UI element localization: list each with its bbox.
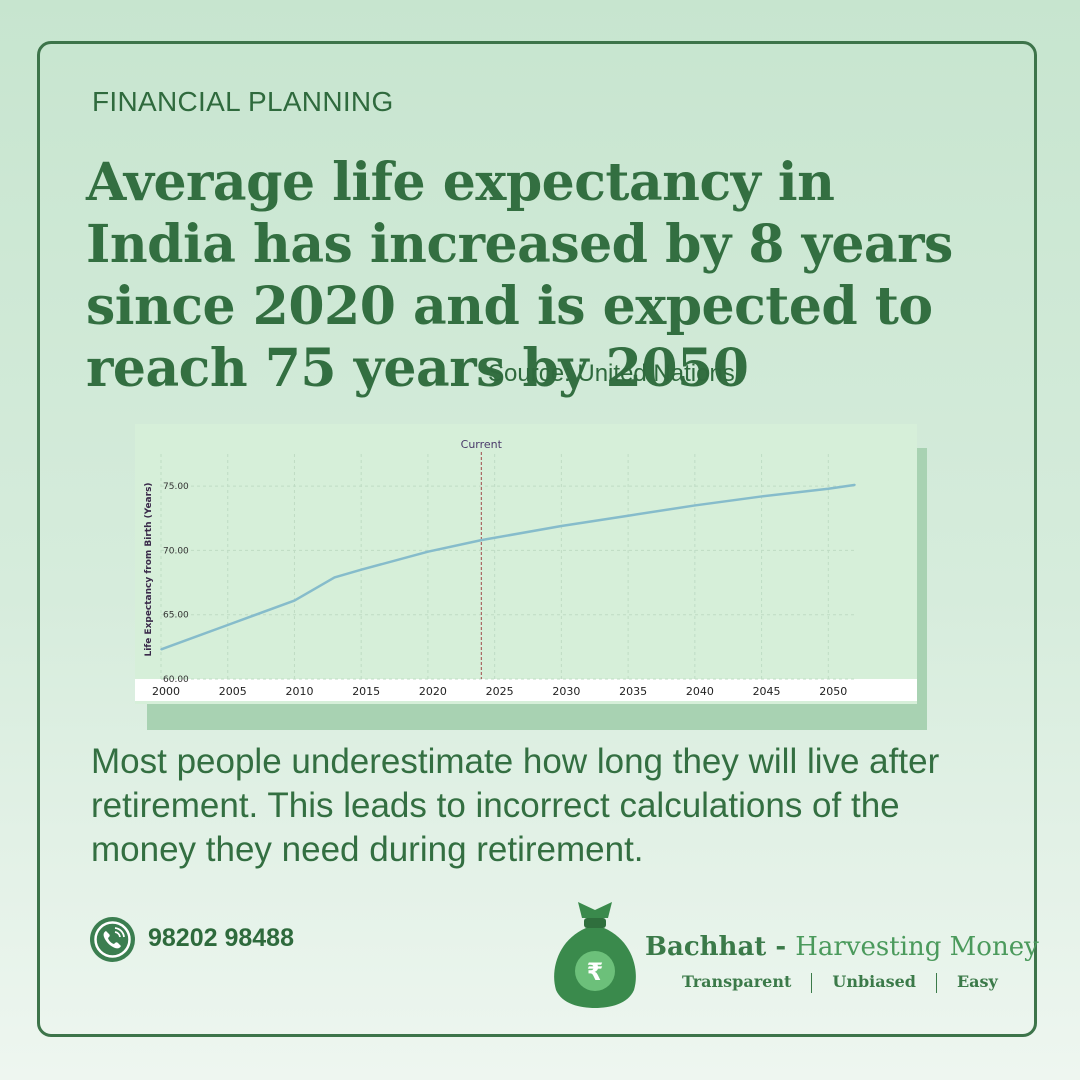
y-axis-label: Life Expectancy from Birth (Years) xyxy=(144,482,154,656)
body-text: Most people underestimate how long they … xyxy=(91,742,940,869)
x-tick-label: 2030 xyxy=(552,685,580,698)
current-marker-label: Current xyxy=(461,438,503,451)
y-tick-label: 70.00 xyxy=(163,546,189,556)
card-frame xyxy=(37,41,1037,1037)
brand-title: Bachhat xyxy=(645,932,767,962)
data-point xyxy=(760,495,763,498)
chart-svg: 60.00 65.00 70.00 75.00 2000 2005 2010 2015 2020… xyxy=(135,438,917,701)
x-tick-label: 2010 xyxy=(285,685,313,698)
data-point xyxy=(160,648,162,651)
rupee-money-bag-icon: ₹ xyxy=(554,902,636,1008)
category-label: FINANCIAL PLANNING xyxy=(92,86,394,117)
x-tick-label: 2035 xyxy=(619,685,647,698)
x-tick-label: 2020 xyxy=(419,685,447,698)
divider xyxy=(935,972,937,993)
data-point xyxy=(427,550,429,553)
brand-tagline-main: Harvesting Money xyxy=(795,932,1039,962)
data-point xyxy=(293,599,296,602)
phone-number[interactable]: 98202 98488 xyxy=(148,924,294,952)
data-point xyxy=(827,487,830,490)
brand-name: Bachhat - Harvesting Money xyxy=(645,932,1039,962)
data-point xyxy=(226,624,229,626)
data-point xyxy=(694,504,696,507)
x-tick-label: 2025 xyxy=(486,685,514,698)
data-point xyxy=(333,576,336,579)
source-citation: Source: United Nations xyxy=(488,360,735,387)
x-tick-label: 2045 xyxy=(753,685,781,698)
y-tick-label: 75.00 xyxy=(163,482,189,492)
x-tick-label: 2040 xyxy=(686,685,714,698)
value-easy: Easy xyxy=(956,972,998,991)
x-tick-label: 2000 xyxy=(152,685,180,698)
x-tick-label: 2050 xyxy=(819,685,847,698)
data-point xyxy=(560,525,563,527)
series-line xyxy=(160,483,856,651)
data-point xyxy=(360,568,362,571)
y-tick-label: 65.00 xyxy=(163,611,189,621)
data-point xyxy=(854,484,856,486)
divider xyxy=(811,972,813,993)
svg-text:₹: ₹ xyxy=(587,958,604,986)
value-transparent: Transparent xyxy=(682,972,792,991)
headline: Average life expectancy in India has inc… xyxy=(86,152,953,399)
data-point xyxy=(480,539,483,541)
life-expectancy-chart: 60.00 65.00 70.00 75.00 2000 2005 2010 2015 2020… xyxy=(135,424,917,704)
y-tick-label: 60.00 xyxy=(163,675,189,685)
value-unbiased: Unbiased xyxy=(832,972,916,991)
x-axis-band xyxy=(135,679,917,701)
data-point xyxy=(627,514,629,517)
x-tick-label: 2005 xyxy=(219,685,247,698)
brand-values: Transparent Unbiased Easy xyxy=(682,972,998,993)
phone-icon[interactable] xyxy=(90,917,135,962)
x-tick-label: 2015 xyxy=(352,685,380,698)
brand-separator: - xyxy=(766,932,796,962)
